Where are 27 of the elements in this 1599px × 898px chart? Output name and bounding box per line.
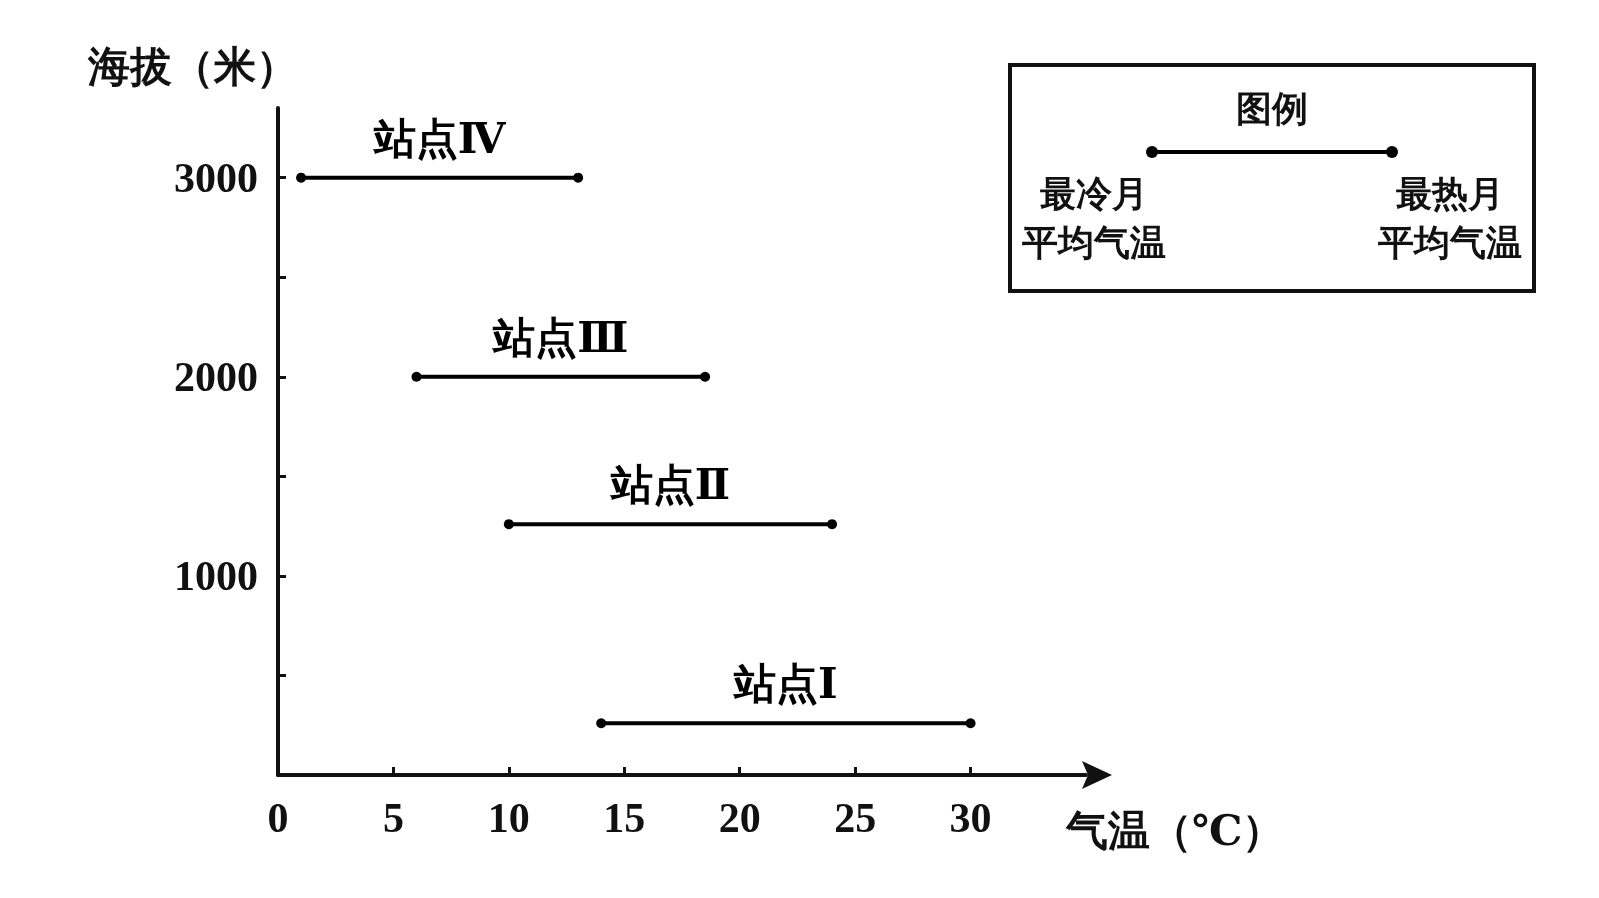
series-label: 站点Ⅰ	[732, 661, 838, 708]
point	[411, 371, 422, 382]
point	[596, 718, 607, 729]
x-tick-label: 0	[267, 795, 289, 841]
point	[965, 718, 976, 729]
point	[503, 519, 514, 530]
y-tick-label: 1000	[174, 552, 258, 599]
y-tick-label: 2000	[174, 353, 258, 400]
x-tick-label: 30	[949, 795, 992, 841]
series-label: 站点Ⅳ	[371, 115, 507, 162]
series-label: 站点Ⅱ	[608, 462, 731, 509]
point	[827, 519, 838, 530]
x-tick-label: 20	[718, 795, 761, 841]
y-axis-title: 海拔（米）	[87, 44, 298, 90]
text: 最热月平均气温	[1378, 173, 1522, 265]
annotation: 最冷月平均气温	[1022, 173, 1166, 265]
x-tick-label: 10	[487, 795, 530, 841]
x-tick-label: 5	[382, 795, 404, 841]
y-tick-label: 3000	[174, 154, 258, 201]
point	[296, 172, 307, 183]
series-label: 站点Ⅲ	[491, 314, 629, 361]
legend-title: 图例	[1235, 88, 1309, 131]
x-tick-label: 25	[834, 795, 877, 841]
x-tick-label: 15	[603, 795, 646, 841]
point	[700, 371, 711, 382]
point	[573, 172, 584, 183]
x-axis-title: 气温（℃）	[1065, 808, 1285, 854]
